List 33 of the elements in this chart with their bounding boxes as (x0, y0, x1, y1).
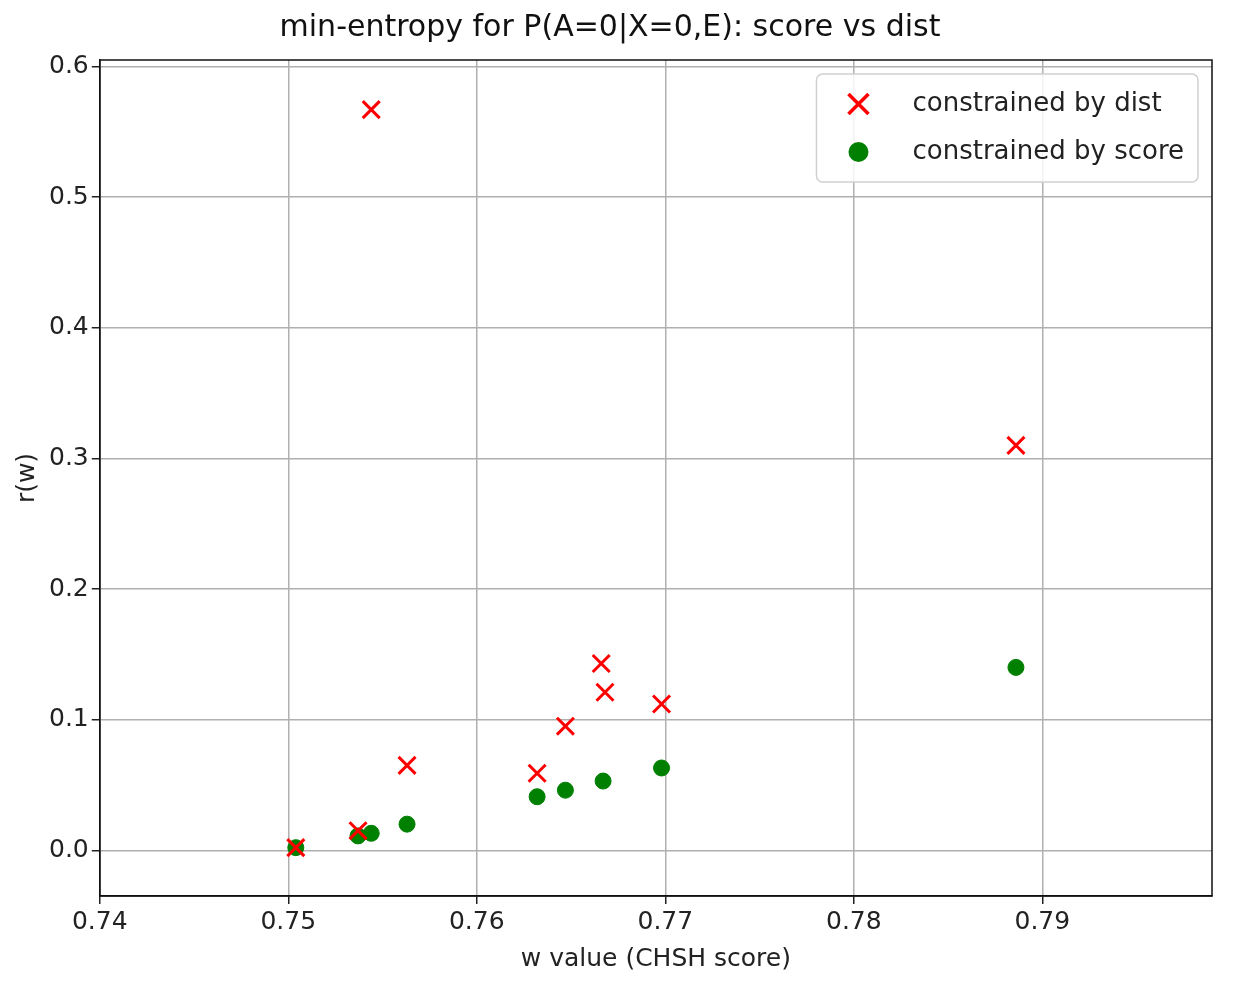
y-tick-label: 0.5 (48, 180, 89, 210)
x-tick-label: 0.76 (448, 905, 505, 935)
point (595, 682, 615, 703)
point (651, 694, 672, 714)
point (527, 763, 548, 784)
x-tick-label: 0.78 (825, 905, 882, 935)
point (594, 772, 612, 790)
point (398, 815, 416, 833)
point (556, 781, 574, 799)
y-tick-label: 0.6 (48, 50, 89, 80)
y-tick-label: 0.4 (48, 311, 89, 341)
point (397, 755, 418, 776)
point (348, 820, 369, 841)
y-tick-label: 0.1 (48, 703, 89, 733)
y-axis-title: r(w) (10, 452, 40, 504)
point (528, 788, 546, 806)
point (555, 716, 576, 737)
point (1007, 658, 1025, 676)
point (591, 653, 612, 674)
x-tick-label: 0.77 (637, 905, 694, 935)
y-tick-label: 0.3 (48, 441, 89, 471)
point (1005, 435, 1026, 456)
y-tick-label: 0.2 (48, 572, 89, 602)
x-tick-label: 0.79 (1014, 905, 1071, 935)
x-tick-label: 0.74 (71, 905, 128, 935)
legend-label: constrained by score (912, 134, 1184, 165)
point (361, 99, 382, 120)
legend-label: constrained by dist (912, 86, 1162, 117)
chart-title: min-entropy for P(A=0|X=0,E): score vs dist (279, 7, 941, 44)
point (653, 759, 671, 777)
x-tick-label: 0.75 (260, 905, 317, 935)
x-axis-title: w value (CHSH score) (520, 942, 791, 972)
y-tick-label: 0.0 (48, 833, 89, 863)
